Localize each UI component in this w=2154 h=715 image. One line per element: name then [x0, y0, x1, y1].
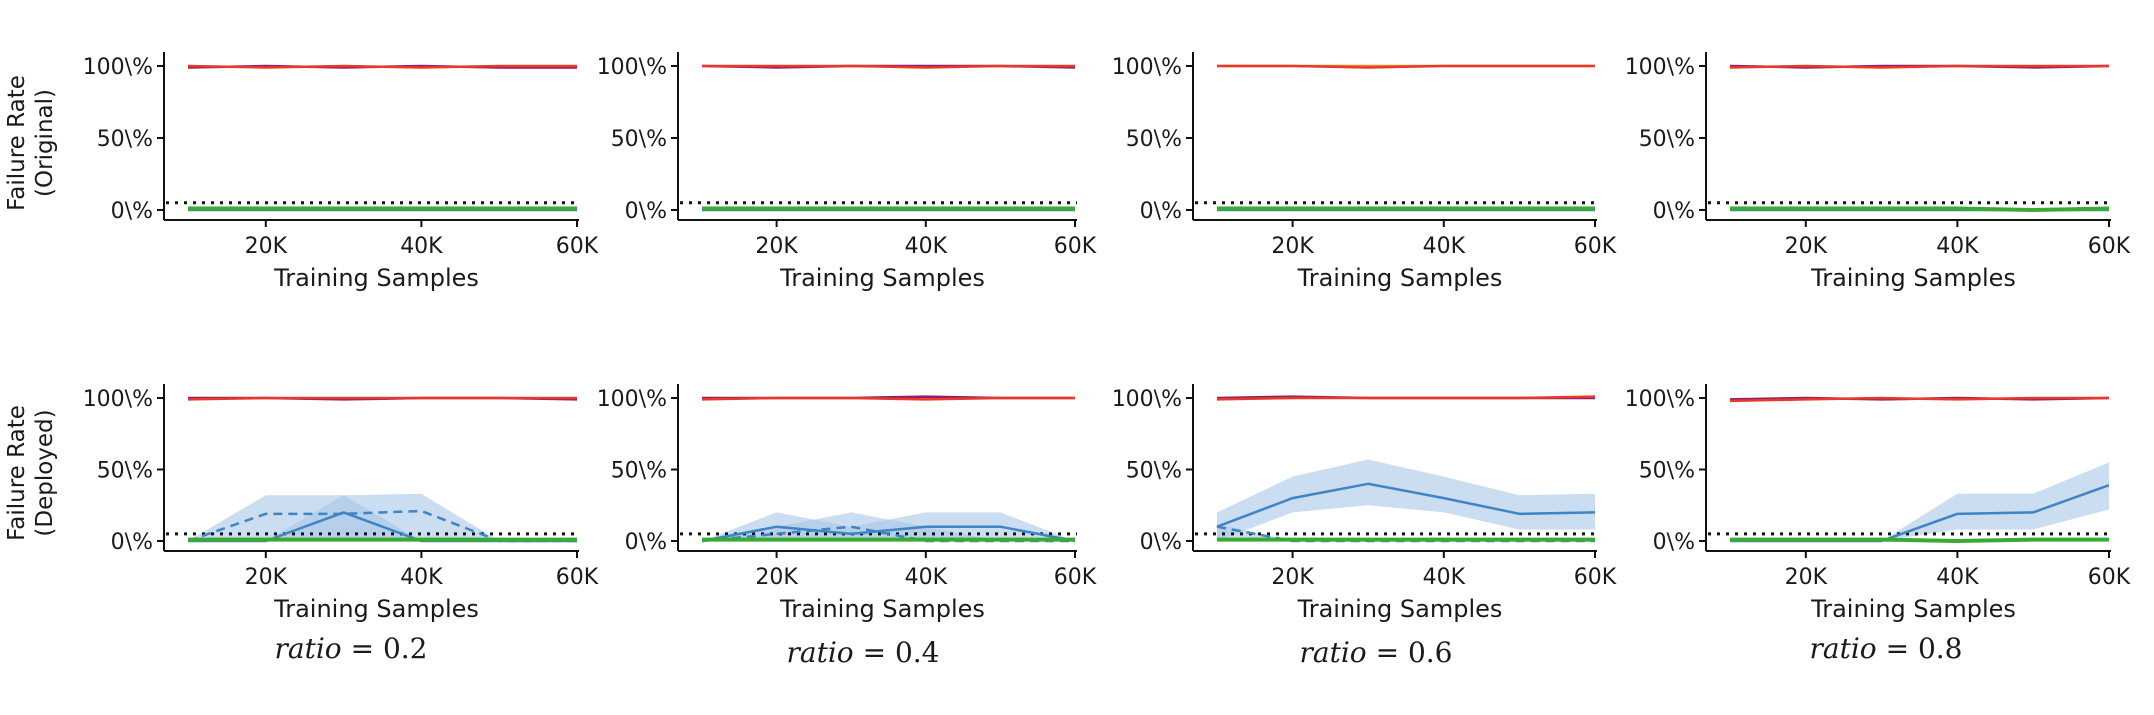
y-tick-label: 100\% — [597, 55, 667, 80]
x-tick-label: 20K — [245, 565, 288, 590]
series-line-blue-dashed — [701, 525, 1075, 543]
y-tick-label: 100\% — [83, 387, 153, 412]
x-axis-label: Training Samples — [273, 595, 479, 623]
y-tick-label: 100\% — [1112, 387, 1182, 412]
series-line-blue-solid — [1216, 482, 1596, 528]
y-tick-label: 100\% — [597, 387, 667, 412]
panel-1-0: 0\% 50\% 100\% 20K 40K 60K Training Samples — [83, 384, 599, 623]
series-line-red — [187, 64, 577, 69]
y-tick-label: 100\% — [1112, 55, 1182, 80]
y-tick-label: 0\% — [111, 199, 153, 224]
series-line-red — [1216, 395, 1596, 401]
y-tick-label: 100\% — [1625, 387, 1695, 412]
row-label-deployed-line1: Failure Rate — [4, 405, 30, 541]
series-line-red — [701, 396, 1075, 401]
x-tick-label: 20K — [1271, 234, 1314, 259]
y-tick-label: 0\% — [625, 199, 667, 224]
x-tick-label: 60K — [1054, 565, 1097, 590]
ratio-label-0: ratio = 0.2 — [275, 632, 428, 665]
series-line-red — [1729, 64, 2109, 69]
x-tick-label: 40K — [1423, 565, 1466, 590]
series-line-green — [1730, 206, 2110, 212]
x-tick-label: 40K — [1423, 234, 1466, 259]
x-tick-label: 40K — [1936, 234, 1979, 259]
x-tick-label: 20K — [755, 565, 798, 590]
ratio-label-3: ratio = 0.8 — [1810, 632, 1963, 665]
y-tick-label: 50\% — [611, 459, 667, 484]
y-tick-label: 50\% — [611, 127, 667, 152]
x-axis-label: Training Samples — [1297, 264, 1503, 292]
y-tick-label: 100\% — [1625, 55, 1695, 80]
ratio-label-1: ratio = 0.4 — [787, 636, 940, 669]
x-tick-label: 20K — [245, 234, 288, 259]
confidence-band — [1730, 462, 2109, 541]
y-tick-label: 0\% — [625, 530, 667, 555]
confidence-band — [702, 512, 1075, 541]
series-line-blue-solid — [701, 525, 1076, 543]
confidence-band — [188, 493, 577, 541]
y-tick-label: 100\% — [83, 55, 153, 80]
x-tick-label: 40K — [1936, 565, 1979, 590]
x-axis-label: Training Samples — [779, 264, 985, 292]
x-tick-label: 60K — [1054, 234, 1097, 259]
panel-0-0: 0\% 50\% 100\% 20K 40K 60K Training Samples — [83, 52, 599, 292]
y-tick-label: 50\% — [1126, 127, 1182, 152]
panel-1-3: 0\% 50\% 100\% 20K 40K 60K Training Samples — [1625, 384, 2131, 623]
x-axis-label: Training Samples — [273, 264, 479, 292]
x-axis-label: Training Samples — [1810, 264, 2016, 292]
x-tick-label: 60K — [556, 565, 599, 590]
panel-1-1: 0\% 50\% 100\% 20K 40K 60K Training Samples — [597, 384, 1097, 623]
y-tick-label: 50\% — [1639, 127, 1695, 152]
y-tick-label: 0\% — [1653, 530, 1695, 555]
y-tick-label: 50\% — [97, 459, 153, 484]
row-label-original-line1: Failure Rate — [4, 75, 30, 211]
x-tick-label: 60K — [1574, 565, 1617, 590]
x-tick-label: 40K — [905, 234, 948, 259]
confidence-band — [1217, 459, 1595, 541]
row-label-original-line2: (Original) — [32, 89, 58, 197]
y-tick-label: 0\% — [1140, 199, 1182, 224]
series-line-red — [187, 396, 577, 401]
row-label-deployed-line2: (Deployed) — [32, 409, 58, 536]
y-tick-label: 50\% — [1126, 459, 1182, 484]
x-axis-label: Training Samples — [1297, 595, 1503, 623]
x-tick-label: 20K — [1785, 565, 1828, 590]
y-tick-label: 0\% — [111, 530, 153, 555]
y-tick-label: 0\% — [1653, 199, 1695, 224]
series-line-red — [1729, 396, 2109, 403]
y-tick-label: 50\% — [1639, 459, 1695, 484]
y-tick-label: 50\% — [97, 127, 153, 152]
x-tick-label: 60K — [556, 234, 599, 259]
x-tick-label: 20K — [1271, 565, 1314, 590]
x-tick-label: 60K — [2088, 565, 2131, 590]
ratio-label-2: ratio = 0.6 — [1300, 636, 1453, 669]
x-tick-label: 40K — [400, 234, 443, 259]
x-axis-label: Training Samples — [1810, 595, 2016, 623]
panel-0-1: 0\% 50\% 100\% 20K 40K 60K Training Samples — [597, 52, 1097, 292]
panel-1-2: 0\% 50\% 100\% 20K 40K 60K Training Samples — [1112, 384, 1617, 623]
x-tick-label: 60K — [2088, 234, 2131, 259]
series-line-red — [1217, 64, 1595, 69]
x-axis-label: Training Samples — [779, 595, 985, 623]
panel-0-3: 0\% 50\% 100\% 20K 40K 60K Training Samples — [1625, 52, 2131, 292]
x-tick-label: 40K — [905, 565, 948, 590]
series-line-red — [702, 64, 1075, 69]
series-line-green — [1730, 537, 2109, 543]
y-tick-label: 0\% — [1140, 530, 1182, 555]
x-tick-label: 40K — [400, 565, 443, 590]
panel-0-2: 0\% 50\% 100\% 20K 40K 60K Training Samples — [1112, 52, 1617, 292]
x-tick-label: 20K — [755, 234, 798, 259]
x-tick-label: 20K — [1785, 234, 1828, 259]
x-tick-label: 60K — [1574, 234, 1617, 259]
